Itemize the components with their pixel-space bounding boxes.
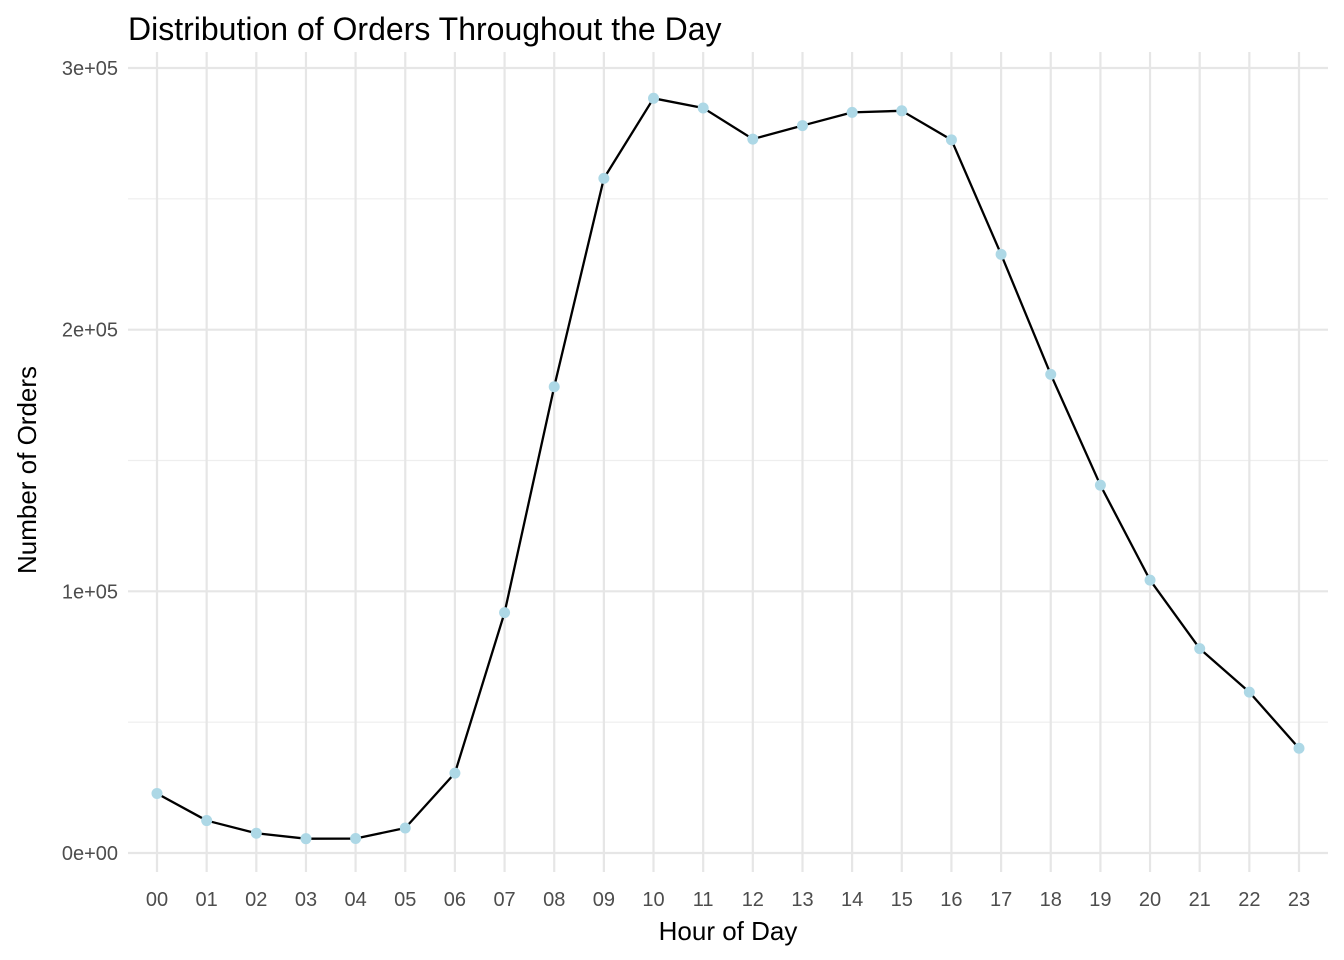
- x-tick-label: 03: [295, 889, 317, 911]
- data-point: [846, 106, 858, 118]
- data-point: [1144, 574, 1156, 586]
- y-tick-label: 3e+05: [62, 58, 118, 80]
- x-tick-label: 09: [593, 889, 615, 911]
- x-tick-label: 19: [1089, 889, 1111, 911]
- x-axis-title: Hour of Day: [659, 916, 798, 946]
- x-tick-label: 08: [543, 889, 565, 911]
- data-point: [1243, 686, 1255, 698]
- data-points: [151, 92, 1305, 845]
- x-tick-label: 20: [1139, 889, 1161, 911]
- grid-lines: [128, 52, 1328, 872]
- x-tick-label: 04: [344, 889, 366, 911]
- x-tick-label: 18: [1040, 889, 1062, 911]
- data-point: [796, 120, 808, 132]
- y-axis-ticks: 0e+00 1e+05 2e+05 3e+05: [62, 58, 118, 865]
- x-tick-label: 07: [493, 889, 515, 911]
- x-tick-label: 17: [990, 889, 1012, 911]
- y-tick-label: 2e+05: [62, 320, 118, 342]
- data-point: [1045, 368, 1057, 380]
- y-axis-title: Number of Orders: [12, 366, 42, 574]
- x-tick-label: 13: [791, 889, 813, 911]
- x-tick-label: 23: [1288, 889, 1310, 911]
- x-tick-label: 16: [940, 889, 962, 911]
- y-tick-label: 1e+05: [62, 581, 118, 603]
- x-tick-label: 11: [693, 889, 714, 911]
- data-point: [300, 833, 312, 845]
- data-point: [499, 607, 511, 619]
- data-point: [697, 102, 709, 114]
- data-point: [250, 827, 262, 839]
- data-point: [648, 92, 660, 104]
- x-tick-label: 10: [642, 889, 664, 911]
- y-tick-label: 0e+00: [62, 843, 118, 865]
- data-point: [896, 105, 908, 117]
- chart-title: Distribution of Orders Throughout the Da…: [128, 11, 721, 47]
- data-point: [449, 767, 461, 779]
- data-point: [1094, 479, 1106, 491]
- data-point: [598, 172, 610, 184]
- x-tick-label: 15: [891, 889, 913, 911]
- x-tick-label: 01: [196, 889, 218, 911]
- x-tick-label: 12: [742, 889, 764, 911]
- data-point: [151, 787, 163, 799]
- data-point: [1293, 742, 1305, 754]
- series-line: [156, 97, 1300, 840]
- x-tick-label: 22: [1238, 889, 1260, 911]
- data-point: [201, 815, 213, 827]
- x-tick-label: 00: [146, 889, 168, 911]
- x-tick-label: 06: [444, 889, 466, 911]
- x-tick-label: 05: [394, 889, 416, 911]
- series-orders: [156, 97, 1300, 840]
- data-point: [548, 381, 560, 393]
- x-tick-label: 21: [1189, 889, 1211, 911]
- data-point: [995, 248, 1007, 260]
- data-point: [399, 822, 411, 834]
- data-point: [350, 833, 362, 845]
- data-point: [945, 134, 957, 146]
- data-point: [1194, 643, 1206, 655]
- x-axis-ticks: 00 01 02 03 04 05 06 07 08 09 10 11 12 13 14 15 16 17 18 19…: [146, 889, 1310, 911]
- x-tick-label: 14: [841, 889, 863, 911]
- data-point: [747, 133, 759, 145]
- x-tick-label: 02: [245, 889, 267, 911]
